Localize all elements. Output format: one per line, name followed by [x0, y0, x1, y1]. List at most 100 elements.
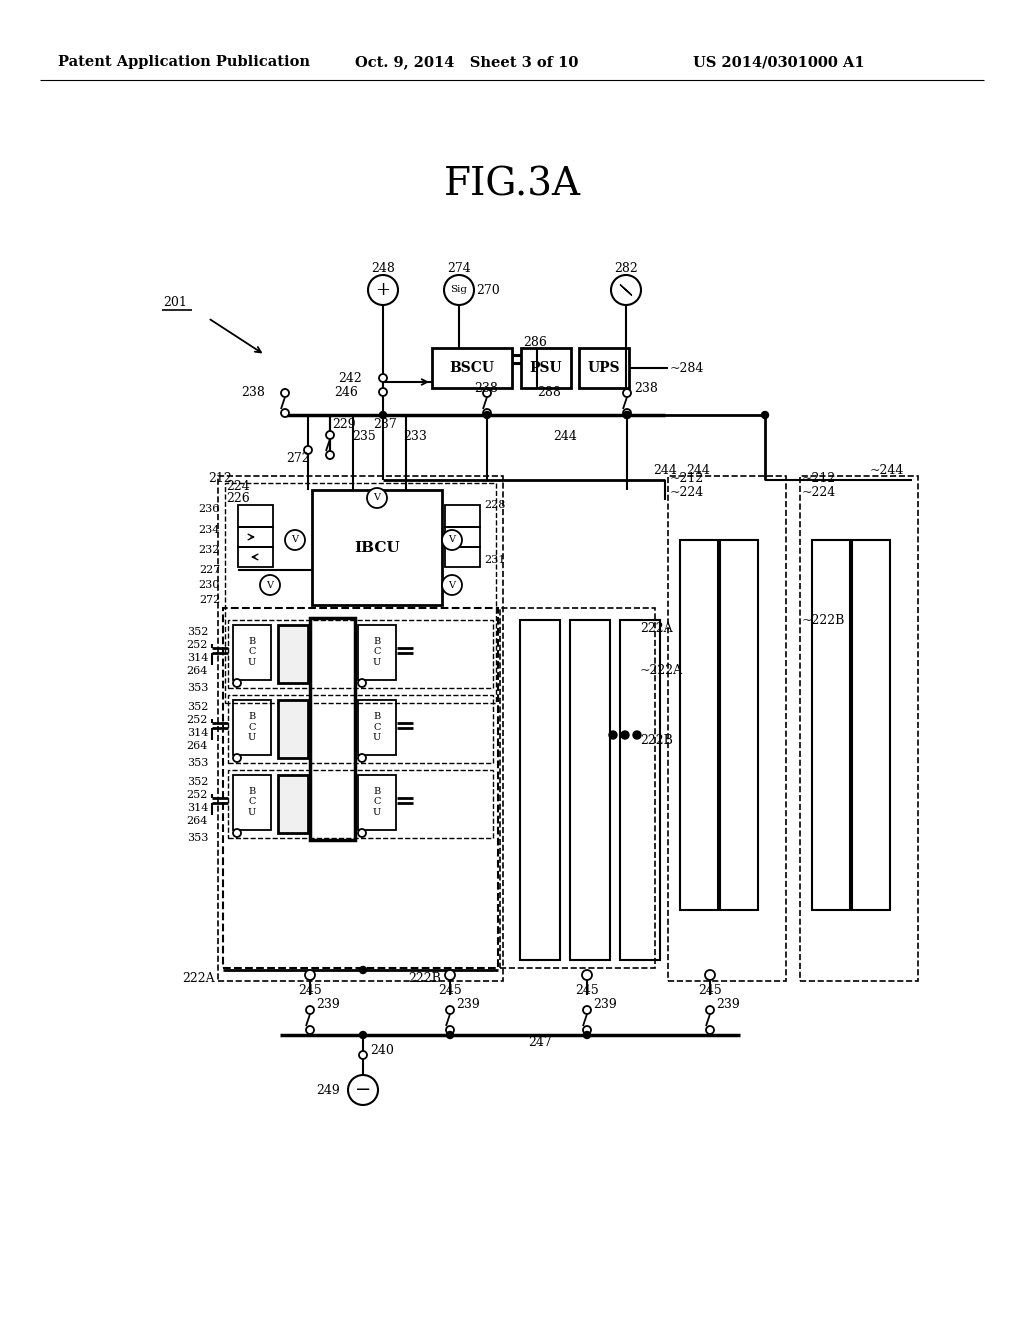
Circle shape: [326, 432, 334, 440]
Circle shape: [583, 1026, 591, 1034]
Circle shape: [281, 409, 289, 417]
Bar: [238, 546, 273, 568]
Circle shape: [367, 488, 387, 508]
Text: 245: 245: [698, 983, 722, 997]
Text: PSU: PSU: [529, 360, 562, 375]
Bar: [278, 700, 308, 758]
Text: 274: 274: [447, 263, 471, 276]
Text: ~284: ~284: [670, 362, 705, 375]
Text: 264: 264: [186, 667, 208, 676]
Text: B
C
U: B C U: [248, 638, 256, 667]
Circle shape: [633, 731, 641, 739]
Bar: [278, 775, 308, 833]
Bar: [358, 700, 396, 755]
Text: Patent Application Publication: Patent Application Publication: [58, 55, 310, 69]
Text: V: V: [449, 581, 456, 590]
Text: 352: 352: [186, 777, 208, 787]
Text: 224: 224: [226, 479, 250, 492]
Text: 264: 264: [186, 816, 208, 826]
Text: 252: 252: [186, 640, 208, 649]
Text: 272: 272: [199, 595, 220, 605]
Circle shape: [621, 731, 629, 739]
Bar: [520, 620, 560, 960]
Text: ~224: ~224: [670, 486, 705, 499]
Bar: [358, 624, 396, 680]
Text: 232: 232: [199, 545, 220, 554]
Text: 240: 240: [370, 1044, 394, 1056]
Circle shape: [483, 409, 490, 417]
Text: ~244: ~244: [870, 463, 904, 477]
Circle shape: [358, 678, 366, 686]
Circle shape: [705, 970, 715, 979]
Circle shape: [305, 970, 315, 979]
Circle shape: [609, 731, 617, 739]
Text: 270: 270: [476, 284, 500, 297]
Circle shape: [446, 1006, 454, 1014]
Text: 248: 248: [371, 263, 395, 276]
Circle shape: [584, 1031, 591, 1039]
Text: 245: 245: [438, 983, 462, 997]
Circle shape: [583, 1006, 591, 1014]
Circle shape: [358, 754, 366, 762]
Circle shape: [483, 389, 490, 397]
Circle shape: [442, 531, 462, 550]
Text: 286: 286: [523, 335, 547, 348]
Text: 222B: 222B: [640, 734, 673, 747]
Circle shape: [304, 446, 312, 454]
Bar: [278, 624, 308, 682]
Circle shape: [623, 389, 631, 397]
Text: 230: 230: [199, 579, 220, 590]
Bar: [218, 477, 503, 981]
Bar: [228, 770, 493, 838]
Circle shape: [359, 1031, 367, 1039]
Circle shape: [233, 678, 241, 686]
Circle shape: [379, 374, 387, 381]
Circle shape: [285, 531, 305, 550]
Text: UPS: UPS: [588, 360, 621, 375]
Bar: [358, 775, 396, 830]
Text: 238: 238: [241, 387, 265, 400]
Bar: [432, 348, 512, 388]
Text: 226: 226: [226, 491, 250, 504]
Bar: [812, 540, 850, 909]
Bar: [233, 624, 271, 680]
Text: 353: 353: [186, 682, 208, 693]
Text: 201: 201: [163, 297, 187, 309]
Text: 222A: 222A: [182, 972, 215, 985]
Circle shape: [348, 1074, 378, 1105]
Circle shape: [233, 754, 241, 762]
Circle shape: [611, 275, 641, 305]
Bar: [225, 483, 496, 704]
Bar: [852, 540, 890, 909]
Text: 244: 244: [686, 463, 710, 477]
Circle shape: [306, 1026, 314, 1034]
Text: 288: 288: [537, 385, 561, 399]
Circle shape: [359, 1051, 367, 1059]
Bar: [521, 348, 571, 388]
Circle shape: [623, 409, 631, 417]
Circle shape: [706, 1026, 714, 1034]
Circle shape: [442, 576, 462, 595]
Text: 245: 245: [298, 983, 322, 997]
Bar: [500, 609, 655, 968]
Text: B
C
U: B C U: [373, 787, 381, 817]
Text: ~222A: ~222A: [640, 664, 683, 676]
Text: B
C
U: B C U: [373, 711, 381, 742]
Text: 231: 231: [484, 554, 506, 565]
Bar: [445, 546, 480, 568]
Text: ~222B: ~222B: [802, 614, 846, 627]
Text: 247: 247: [528, 1035, 552, 1048]
Circle shape: [380, 412, 386, 418]
Text: 236: 236: [199, 504, 220, 513]
Text: V: V: [449, 536, 456, 544]
Text: BSCU: BSCU: [450, 360, 495, 375]
Text: 353: 353: [186, 833, 208, 843]
Text: 252: 252: [186, 789, 208, 800]
Circle shape: [379, 388, 387, 396]
Bar: [233, 700, 271, 755]
Circle shape: [444, 275, 474, 305]
Text: −: −: [354, 1081, 371, 1100]
Circle shape: [326, 451, 334, 459]
Text: 229: 229: [332, 417, 355, 430]
Text: 235: 235: [352, 429, 376, 442]
